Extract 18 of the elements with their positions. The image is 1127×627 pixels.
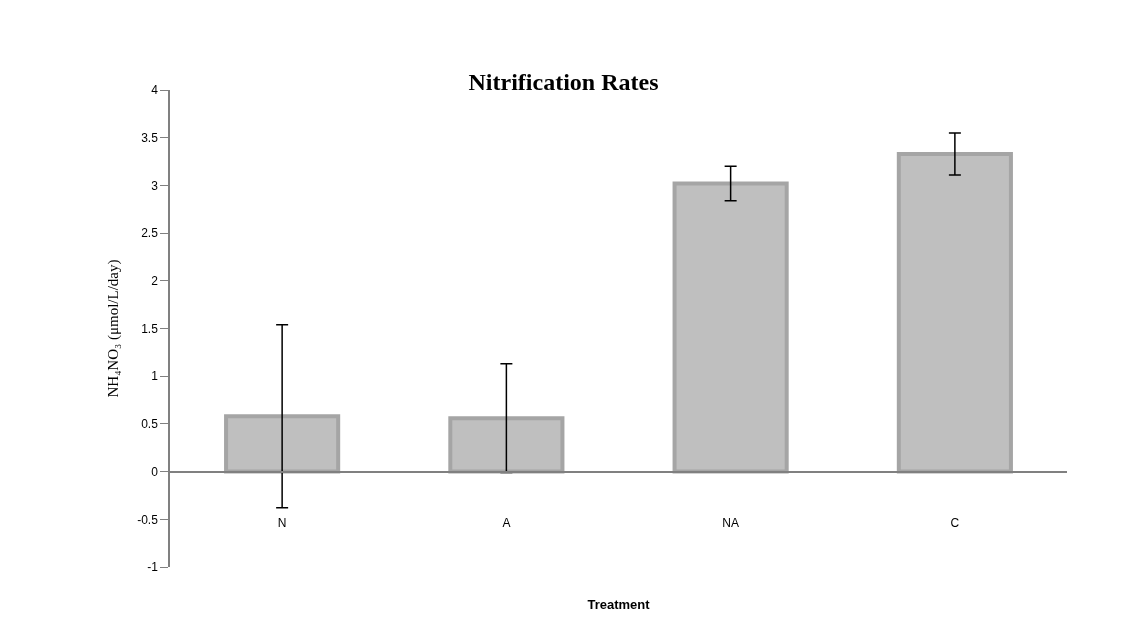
x-tick-label: C	[950, 515, 960, 530]
x-tick-label: A	[502, 515, 511, 530]
y-tick-label: 1	[151, 369, 159, 384]
y-tick-label: 0	[151, 464, 159, 479]
y-tick-label: 4	[151, 83, 159, 98]
x-axis-title: Treatment	[587, 596, 651, 612]
y-tick-label: 0.5	[141, 417, 159, 432]
y-tick-label: 1.5	[141, 321, 159, 336]
y-tick-label: -1	[147, 560, 159, 575]
x-tick-label: N	[277, 515, 287, 530]
y-tick-label: -0.5	[137, 512, 159, 527]
y-tick-label: 2.5	[141, 226, 159, 241]
y-axis-title: NH₄NO₃ (μmol/L/day)	[104, 259, 122, 398]
y-tick-label: 3	[151, 178, 159, 193]
y-tick-label: 2	[151, 274, 159, 288]
y-tick-label: 3.5	[141, 130, 159, 145]
chart-title: Nitrification Rates	[468, 68, 659, 95]
x-tick-label: NA	[722, 515, 739, 530]
